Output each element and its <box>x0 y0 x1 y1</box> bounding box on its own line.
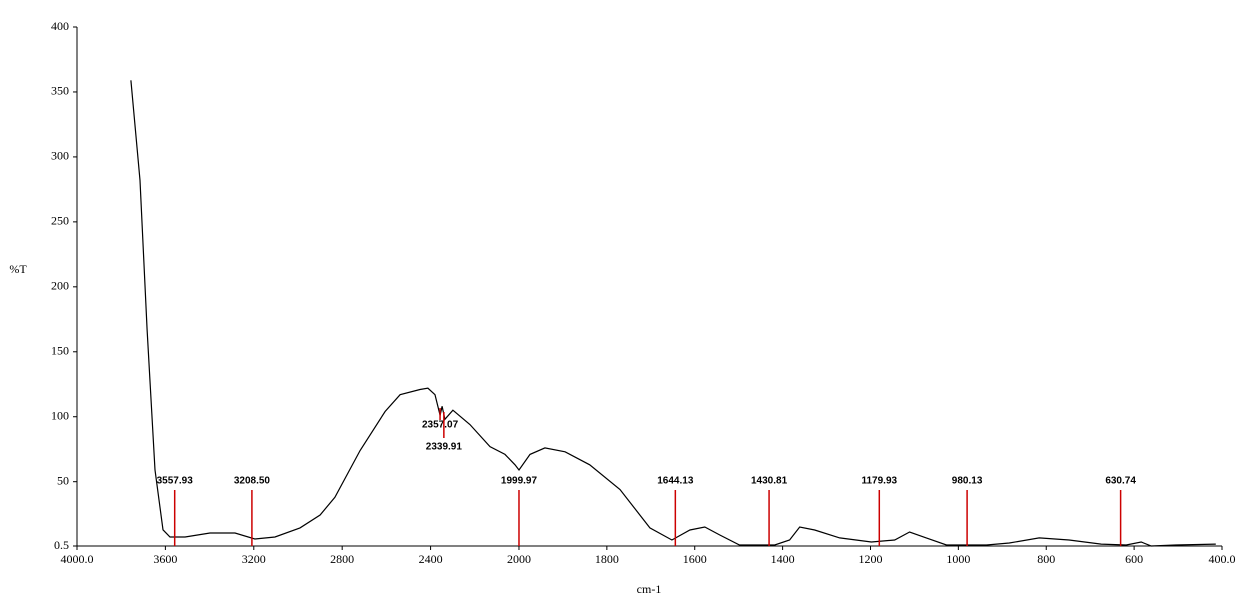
peak-label: 1999.97 <box>501 476 538 487</box>
x-tick-label: 1400 <box>771 552 795 566</box>
x-axis-label: cm-1 <box>637 582 662 596</box>
y-tick-label: 300 <box>51 149 69 163</box>
y-tick-label: 250 <box>51 214 69 228</box>
x-tick-label: 400.0 <box>1209 552 1236 566</box>
peak-label: 1179.93 <box>861 476 897 487</box>
peak-label: 3557.93 <box>157 476 194 487</box>
peak-label: 2357.07 <box>422 420 459 431</box>
x-tick-label: 800 <box>1037 552 1055 566</box>
x-tick-label: 3200 <box>242 552 266 566</box>
x-tick-label: 2000 <box>507 552 531 566</box>
x-tick-label: 1200 <box>858 552 882 566</box>
x-tick-label: 2400 <box>419 552 443 566</box>
peak-label: 3208.50 <box>234 476 271 487</box>
y-tick-label: 350 <box>51 84 69 98</box>
y-tick-label: 50 <box>57 473 69 487</box>
x-tick-label: 2800 <box>330 552 354 566</box>
spectrum-line <box>130 80 1216 547</box>
y-axis-label: %T <box>9 262 27 276</box>
peak-label: 1644.13 <box>657 476 694 487</box>
peak-label: 1430.81 <box>751 476 788 487</box>
peak-label: 2339.91 <box>426 442 463 453</box>
x-tick-label: 600 <box>1125 552 1143 566</box>
peak-label: 980.13 <box>952 476 983 487</box>
y-tick-label: 100 <box>51 408 69 422</box>
x-tick-label: 3600 <box>153 552 177 566</box>
x-tick-label: 1600 <box>683 552 707 566</box>
y-tick-label: 400 <box>51 19 69 33</box>
x-tick-label: 1000 <box>946 552 970 566</box>
y-tick-label: 0.5 <box>54 538 69 552</box>
y-tick-label: 200 <box>51 279 69 293</box>
x-tick-label: 1800 <box>595 552 619 566</box>
peak-label: 630.74 <box>1105 476 1136 487</box>
y-tick-label: 150 <box>51 344 69 358</box>
x-tick-label: 4000.0 <box>61 552 94 566</box>
